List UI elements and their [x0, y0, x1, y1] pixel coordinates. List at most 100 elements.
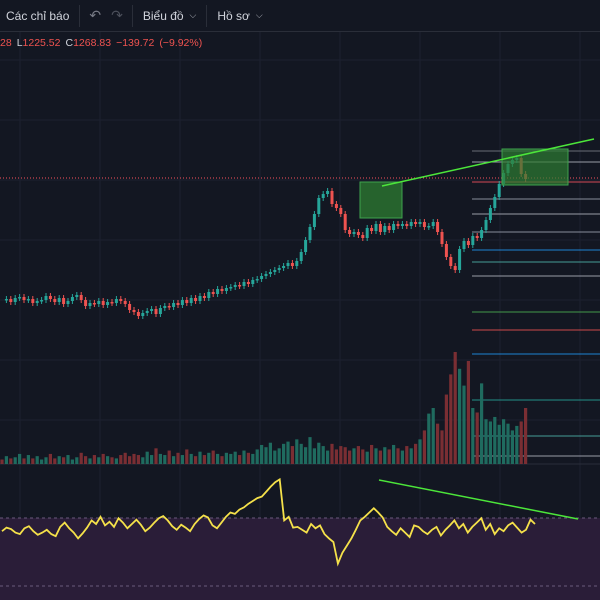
volume-bar	[299, 443, 303, 464]
volume-bar	[101, 453, 105, 464]
candle-body	[326, 191, 330, 194]
undo-icon[interactable]: ↶	[89, 7, 102, 23]
price-chart[interactable]	[0, 32, 600, 600]
candle-body	[453, 266, 457, 270]
volume-bar	[356, 446, 360, 464]
volume-bar	[436, 423, 440, 464]
volume-bar	[458, 368, 462, 464]
volume-bar	[229, 453, 233, 464]
redo-icon[interactable]: ↷	[111, 7, 123, 23]
volume-bar	[92, 455, 96, 464]
volume-bar	[13, 457, 17, 464]
volume-bar	[154, 448, 158, 464]
volume-bar	[251, 453, 255, 464]
ohlc-legend: 28 L1225.52 C1268.83 −139.72 (−9.92%)	[0, 37, 207, 49]
volume-bar	[497, 424, 501, 464]
volume-bar	[444, 394, 448, 464]
volume-bar	[321, 446, 325, 464]
volume-bar	[273, 450, 277, 464]
candle-body	[172, 303, 176, 307]
volume-bar	[427, 413, 431, 464]
change-percent: (−9.92%)	[159, 37, 203, 49]
candle-body	[405, 224, 409, 226]
volume-bar	[216, 453, 220, 464]
candle-body	[66, 301, 70, 304]
volume-bar	[422, 430, 426, 464]
chart-menu-button[interactable]: Biểu đồ ⌵	[137, 0, 203, 32]
volume-bar	[418, 439, 422, 464]
candle-body	[176, 303, 180, 305]
chart-menu-label: Biểu đồ	[142, 8, 184, 23]
volume-bar	[9, 458, 13, 464]
volume-bar	[488, 421, 492, 464]
volume-bar	[449, 374, 453, 464]
candle-body	[26, 299, 30, 301]
candle-body	[348, 230, 352, 234]
highlight-box-left	[359, 181, 403, 219]
candle-body	[414, 222, 418, 224]
volume-bar	[466, 360, 470, 464]
candle-body	[185, 300, 189, 303]
volume-bar	[44, 457, 48, 464]
candle-body	[136, 312, 140, 316]
candle-body	[158, 308, 162, 314]
candle-body	[299, 252, 303, 261]
volume-bar	[361, 449, 365, 464]
candle-body	[317, 198, 321, 214]
candle-body	[163, 306, 167, 308]
profile-menu-button[interactable]: Hồ sơ ⌵	[211, 0, 268, 32]
profile-menu-label: Hồ sơ	[217, 8, 250, 23]
volume-bar	[123, 452, 127, 464]
candle-body	[458, 249, 462, 270]
volume-bar	[471, 408, 475, 464]
candle-body	[167, 306, 171, 308]
candle-body	[387, 226, 391, 230]
candle-body	[475, 236, 479, 238]
volume-bar	[145, 451, 149, 464]
volume-bar	[400, 450, 404, 464]
candle-body	[202, 296, 206, 298]
volume-bar	[110, 457, 114, 464]
close-value: 1268.83	[73, 37, 112, 49]
volume-bar	[84, 456, 88, 464]
candle-body	[251, 280, 255, 284]
volume-bar	[515, 425, 519, 464]
volume-bar	[312, 448, 316, 464]
candle-body	[4, 299, 8, 301]
volume-bar	[88, 458, 92, 464]
highlight-box-right	[501, 148, 569, 186]
candle-body	[427, 226, 431, 228]
volume-bar	[519, 421, 523, 464]
volume-bar	[224, 452, 228, 464]
candle-body	[290, 263, 294, 266]
candle-body	[70, 297, 74, 301]
volume-bar	[286, 441, 290, 464]
candle-body	[343, 214, 347, 230]
candle-body	[282, 266, 286, 268]
volume-bar	[180, 455, 184, 464]
volume-bar	[409, 448, 413, 464]
volume-bar	[220, 456, 224, 464]
volume-bar	[53, 458, 57, 464]
volume-bar	[238, 455, 242, 464]
candle-body	[88, 303, 92, 306]
volume-bar	[22, 458, 26, 464]
low-value: 1225.52	[22, 37, 61, 49]
volume-bar	[326, 450, 330, 464]
candle-body	[312, 214, 316, 227]
candle-body	[53, 299, 57, 302]
volume-bar	[57, 456, 61, 464]
volume-bar	[136, 455, 140, 464]
volume-bar	[440, 430, 444, 464]
volume-bar	[97, 457, 101, 464]
candle-body	[440, 232, 444, 244]
volume-bar	[374, 448, 378, 464]
candle-body	[304, 240, 308, 252]
volume-bar	[524, 408, 528, 464]
volume-bar	[18, 453, 22, 464]
candle-body	[264, 274, 268, 276]
indicators-button[interactable]: Các chỉ báo	[0, 0, 75, 32]
volume-bar	[35, 456, 39, 464]
candle-body	[444, 244, 448, 257]
candle-body	[374, 224, 378, 231]
